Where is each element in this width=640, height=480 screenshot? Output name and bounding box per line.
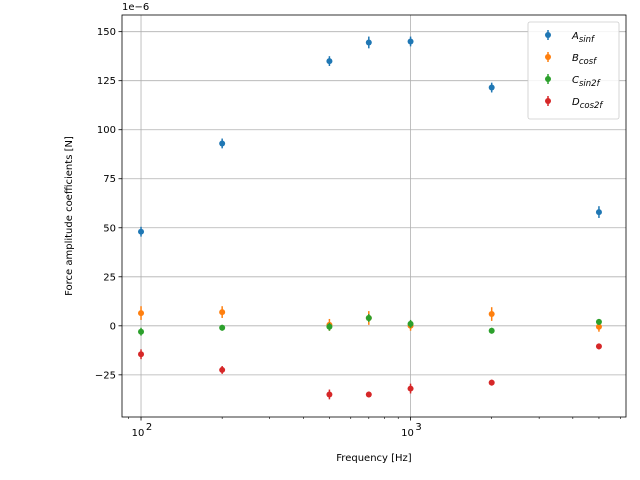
legend-label-subscript: sin2f [579, 79, 602, 89]
legend-marker [545, 98, 551, 104]
legend: Asinf Bcosf Csin2f Dcos2f [527, 21, 620, 120]
legend-box [527, 21, 620, 120]
y-tick-label: 50 [103, 223, 116, 234]
data-point [488, 84, 495, 91]
x-tick-exponent: 3 [415, 422, 421, 433]
data-point [488, 311, 495, 318]
y-tick-label: 100 [97, 125, 116, 136]
data-point [595, 209, 602, 216]
legend-label: Bcosf [572, 53, 598, 67]
data-point [219, 309, 226, 316]
data-point [488, 327, 495, 334]
y-axis-label: Force amplitude coefficients [N] [64, 136, 75, 296]
legend-label: Asinf [571, 31, 596, 45]
data-point [138, 228, 145, 235]
y-tick-label: 0 [110, 321, 116, 332]
x-tick-exponent: 2 [146, 422, 152, 433]
x-axis-label: Frequency [Hz] [336, 453, 412, 464]
legend-marker [545, 32, 551, 38]
data-point [219, 140, 226, 147]
data-point [219, 366, 226, 373]
data-point [407, 385, 414, 392]
data-point [326, 323, 333, 330]
legend-label-subscript: cosf [579, 57, 598, 67]
data-points [138, 36, 602, 400]
data-point [138, 310, 145, 317]
y-offset-label: 1e−6 [122, 2, 149, 13]
data-point [138, 351, 145, 358]
plot-frame [121, 14, 627, 418]
data-point [407, 38, 414, 45]
data-point [595, 318, 602, 325]
legend-label: Dcos2f [572, 97, 604, 111]
y-tick-label: −25 [95, 370, 116, 381]
y-tick-label: 25 [103, 272, 116, 283]
legend-label-subscript: sinf [579, 35, 596, 45]
x-tick-label: 10 [401, 428, 414, 439]
data-point [365, 314, 372, 321]
legend-label: Csin2f [572, 75, 602, 89]
data-point [365, 39, 372, 46]
x-tick-label: 10 [132, 428, 145, 439]
y-tick-label: 75 [103, 174, 116, 185]
data-point [407, 320, 414, 327]
data-point [595, 323, 602, 330]
legend-marker [545, 54, 551, 60]
data-point [326, 58, 333, 65]
data-point [365, 391, 372, 398]
data-point [138, 328, 145, 335]
legend-label-subscript: cos2f [580, 101, 605, 111]
data-point [326, 391, 333, 398]
data-point [219, 324, 226, 331]
y-tick-label: 125 [97, 76, 116, 87]
data-point [488, 379, 495, 386]
data-point [595, 343, 602, 350]
legend-marker [545, 76, 551, 82]
y-tick-label: 150 [97, 27, 116, 38]
